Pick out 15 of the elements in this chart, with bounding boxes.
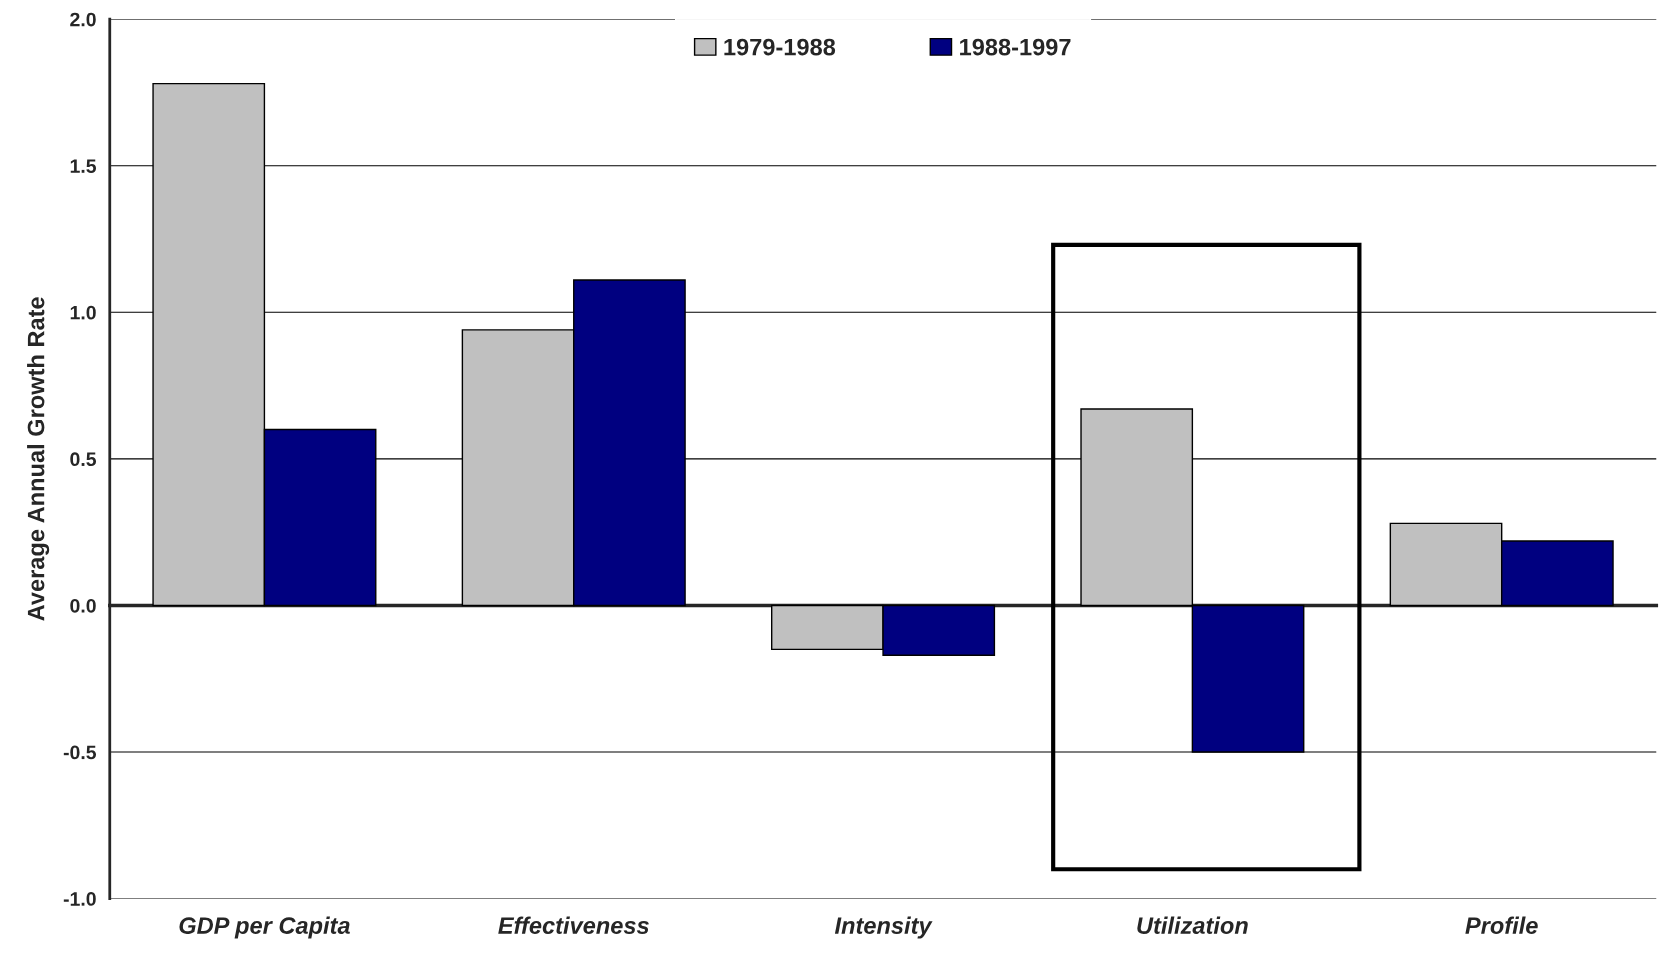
legend-label: 1988-1997 xyxy=(960,38,1071,56)
x-tick-label: Effectiveness xyxy=(498,916,649,934)
y-tick-label: -0.5 xyxy=(63,745,97,760)
legend-label: 1979-1988 xyxy=(724,38,836,56)
x-tick-label: Profile xyxy=(1465,916,1538,934)
y-tick-label: 1.0 xyxy=(70,305,96,320)
y-tick-label: 0.0 xyxy=(70,598,96,613)
y-tick-label: -1.0 xyxy=(63,892,96,906)
x-tick-label: Utilization xyxy=(1137,916,1248,934)
x-tick-label: GDP per Capita xyxy=(179,916,350,939)
y-tick-label: 1.5 xyxy=(70,159,97,173)
y-tick-label: 0.5 xyxy=(70,452,97,467)
y-axis-title: Average Annual Growth Rate xyxy=(27,297,50,621)
x-tick-label: Intensity xyxy=(834,916,933,939)
y-tick-label: 2.0 xyxy=(70,12,96,27)
